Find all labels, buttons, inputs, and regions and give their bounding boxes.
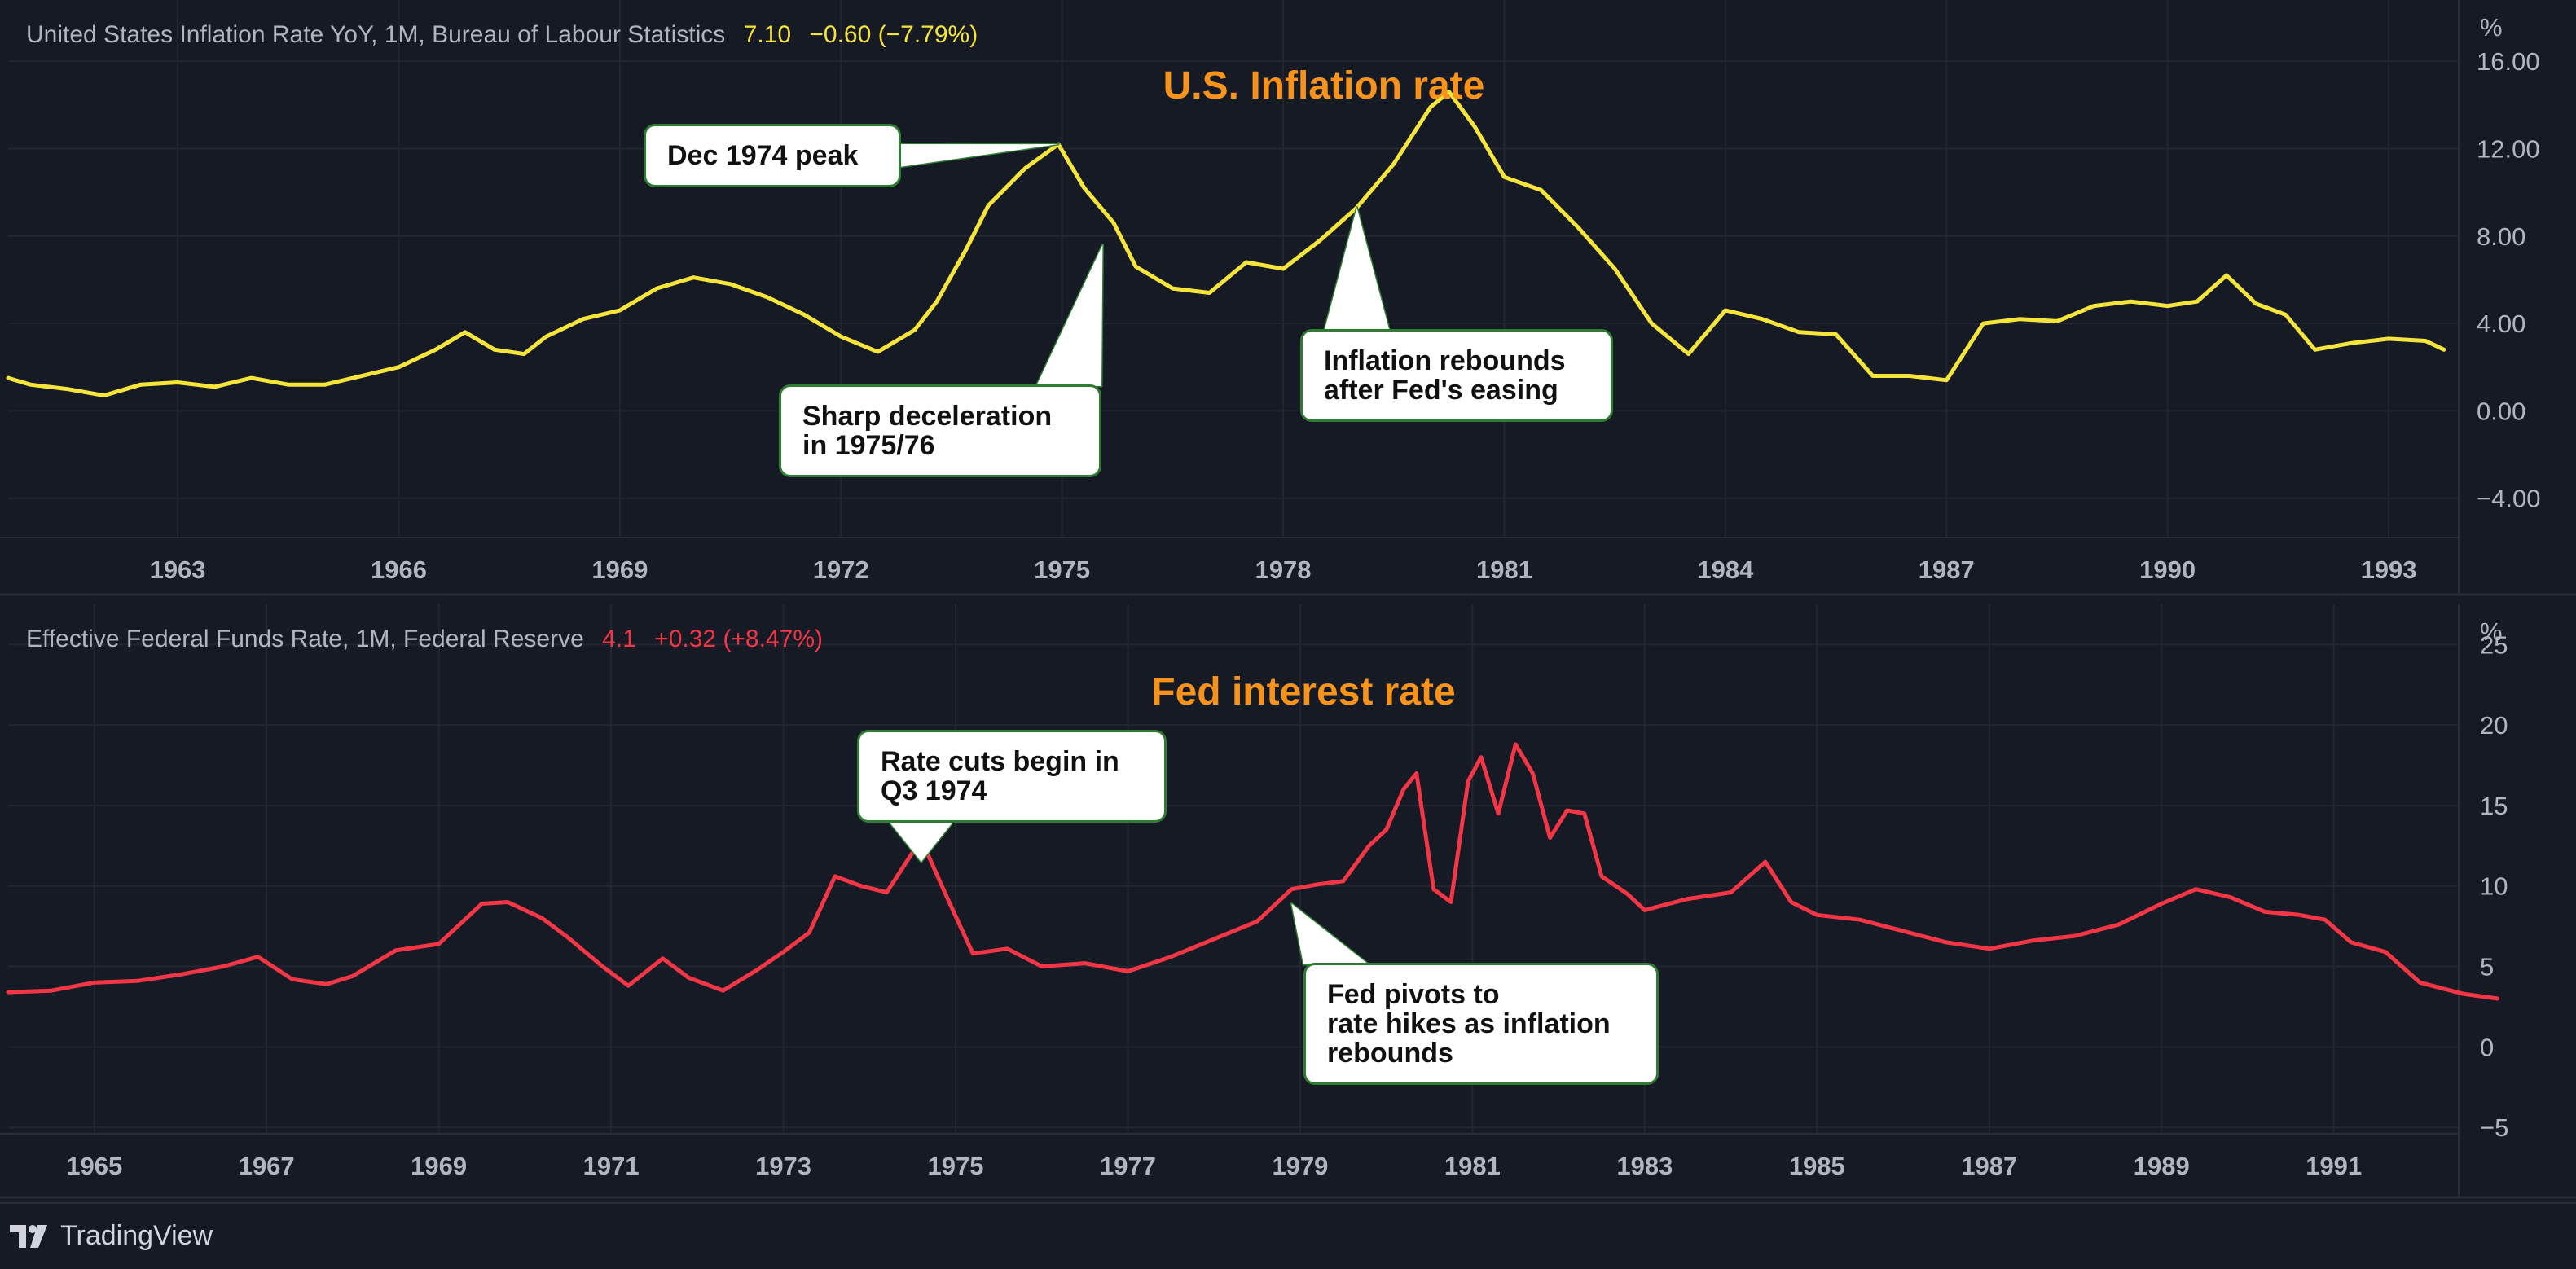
- x-tick-label: 1991: [2306, 1152, 2362, 1180]
- x-tick-label: 1979: [1272, 1152, 1328, 1180]
- x-tick-label: 1984: [1697, 555, 1754, 584]
- x-tick-label: 1987: [1919, 555, 1975, 584]
- y-tick-label: 0: [2480, 1033, 2494, 1061]
- x-tick-label: 1993: [2361, 555, 2417, 584]
- x-tick-label: 1978: [1255, 555, 1312, 584]
- series-line[interactable]: [6, 90, 2446, 398]
- legend-last-value: 7.10: [743, 21, 792, 48]
- legend-change: +0.32 (+8.47%): [654, 626, 823, 652]
- tradingview-logo-icon: [10, 1224, 47, 1248]
- x-tick-label: 1977: [1100, 1152, 1156, 1180]
- callout-inflation-rebounds: Inflation rebounds after Fed's easing: [1300, 329, 1613, 422]
- legend-change: −0.60 (−7.79%): [809, 21, 978, 48]
- x-tick-label: 1990: [2139, 555, 2196, 584]
- x-tick-label: 1981: [1476, 555, 1532, 584]
- y-tick-label: 10: [2480, 872, 2508, 901]
- x-tick-label: 1981: [1444, 1152, 1501, 1180]
- y-tick-label: 0.00: [2477, 397, 2525, 425]
- grid-lines: [8, 0, 2459, 538]
- x-tick-label: 1963: [150, 555, 206, 584]
- callout-pointer-fill: [1036, 244, 1103, 386]
- callout-sharp-deceleration: Sharp deceleration in 1975/76: [779, 384, 1101, 477]
- x-tick-label: 1967: [239, 1152, 295, 1180]
- fed-funds-series-legend[interactable]: Effective Federal Funds Rate, 1M, Federa…: [26, 626, 823, 653]
- y-tick-label: −5: [2480, 1113, 2508, 1142]
- inflation-chart-svg[interactable]: 16.00 12.00 8.00 4.00 0.00 −4.00% 1963 1966 1969…: [0, 0, 2576, 601]
- legend-last-value: 4.1: [602, 626, 636, 652]
- fed-funds-pane[interactable]: 25 20 15 10 5 0 −5% 1965 1967 1969 1971 1973 1975 197…: [0, 604, 2576, 1202]
- legend-series-name: United States Inflation Rate YoY, 1M, Bu…: [26, 21, 726, 48]
- grid-lines: [8, 604, 2459, 1134]
- x-tick-label: 1966: [371, 555, 427, 584]
- chart-title: U.S. Inflation rate: [1163, 64, 1485, 108]
- footer-bar: TradingView: [0, 1202, 2576, 1269]
- x-tick-label: 1971: [583, 1152, 640, 1180]
- callout-pointer-fill: [1324, 207, 1390, 331]
- y-axis-unit-label: %: [2480, 617, 2503, 646]
- x-tick-label: 1969: [411, 1152, 467, 1180]
- y-tick-label: 5: [2480, 953, 2494, 981]
- chart-title: Fed interest rate: [1151, 670, 1456, 714]
- y-tick-label: −4.00: [2477, 485, 2540, 513]
- callout-rate-cuts-begin: Rate cuts begin in Q3 1974: [857, 730, 1167, 823]
- y-tick-label: 25: [2480, 630, 2508, 659]
- inflation-pane[interactable]: 16.00 12.00 8.00 4.00 0.00 −4.00% 1963 1966 1969…: [0, 0, 2576, 601]
- callout-pointer-fill: [899, 144, 1059, 167]
- x-tick-label: 1987: [1961, 1152, 2017, 1180]
- tradingview-logo[interactable]: TradingView: [10, 1220, 213, 1252]
- inflation-series-legend[interactable]: United States Inflation Rate YoY, 1M, Bu…: [26, 21, 978, 49]
- y-axis-unit-label: %: [2480, 13, 2503, 42]
- callout-dec-1974-peak: Dec 1974 peak: [644, 124, 901, 187]
- x-tick-label: 1975: [928, 1152, 984, 1180]
- y-tick-label: 15: [2480, 792, 2508, 820]
- y-tick-label: 20: [2480, 711, 2508, 740]
- y-tick-label: 4.00: [2477, 310, 2525, 338]
- legend-series-name: Effective Federal Funds Rate, 1M, Federa…: [26, 626, 584, 652]
- x-tick-label: 1985: [1789, 1152, 1845, 1180]
- y-tick-label: 12.00: [2477, 134, 2540, 163]
- y-tick-label: 8.00: [2477, 222, 2525, 251]
- callout-fed-pivots: Fed pivots to rate hikes as inflation re…: [1303, 963, 1659, 1085]
- callout-pointer-fill: [888, 821, 954, 863]
- series-line[interactable]: [6, 742, 2500, 1001]
- x-tick-label: 1965: [66, 1152, 122, 1180]
- x-tick-label: 1973: [755, 1152, 811, 1180]
- x-tick-label: 1972: [813, 555, 869, 584]
- brand-name: TradingView: [60, 1220, 213, 1251]
- x-tick-label: 1975: [1034, 555, 1090, 584]
- x-tick-label: 1989: [2134, 1152, 2190, 1180]
- x-tick-label: 1983: [1616, 1152, 1673, 1180]
- y-tick-label: 16.00: [2477, 47, 2540, 76]
- x-tick-label: 1969: [591, 555, 648, 584]
